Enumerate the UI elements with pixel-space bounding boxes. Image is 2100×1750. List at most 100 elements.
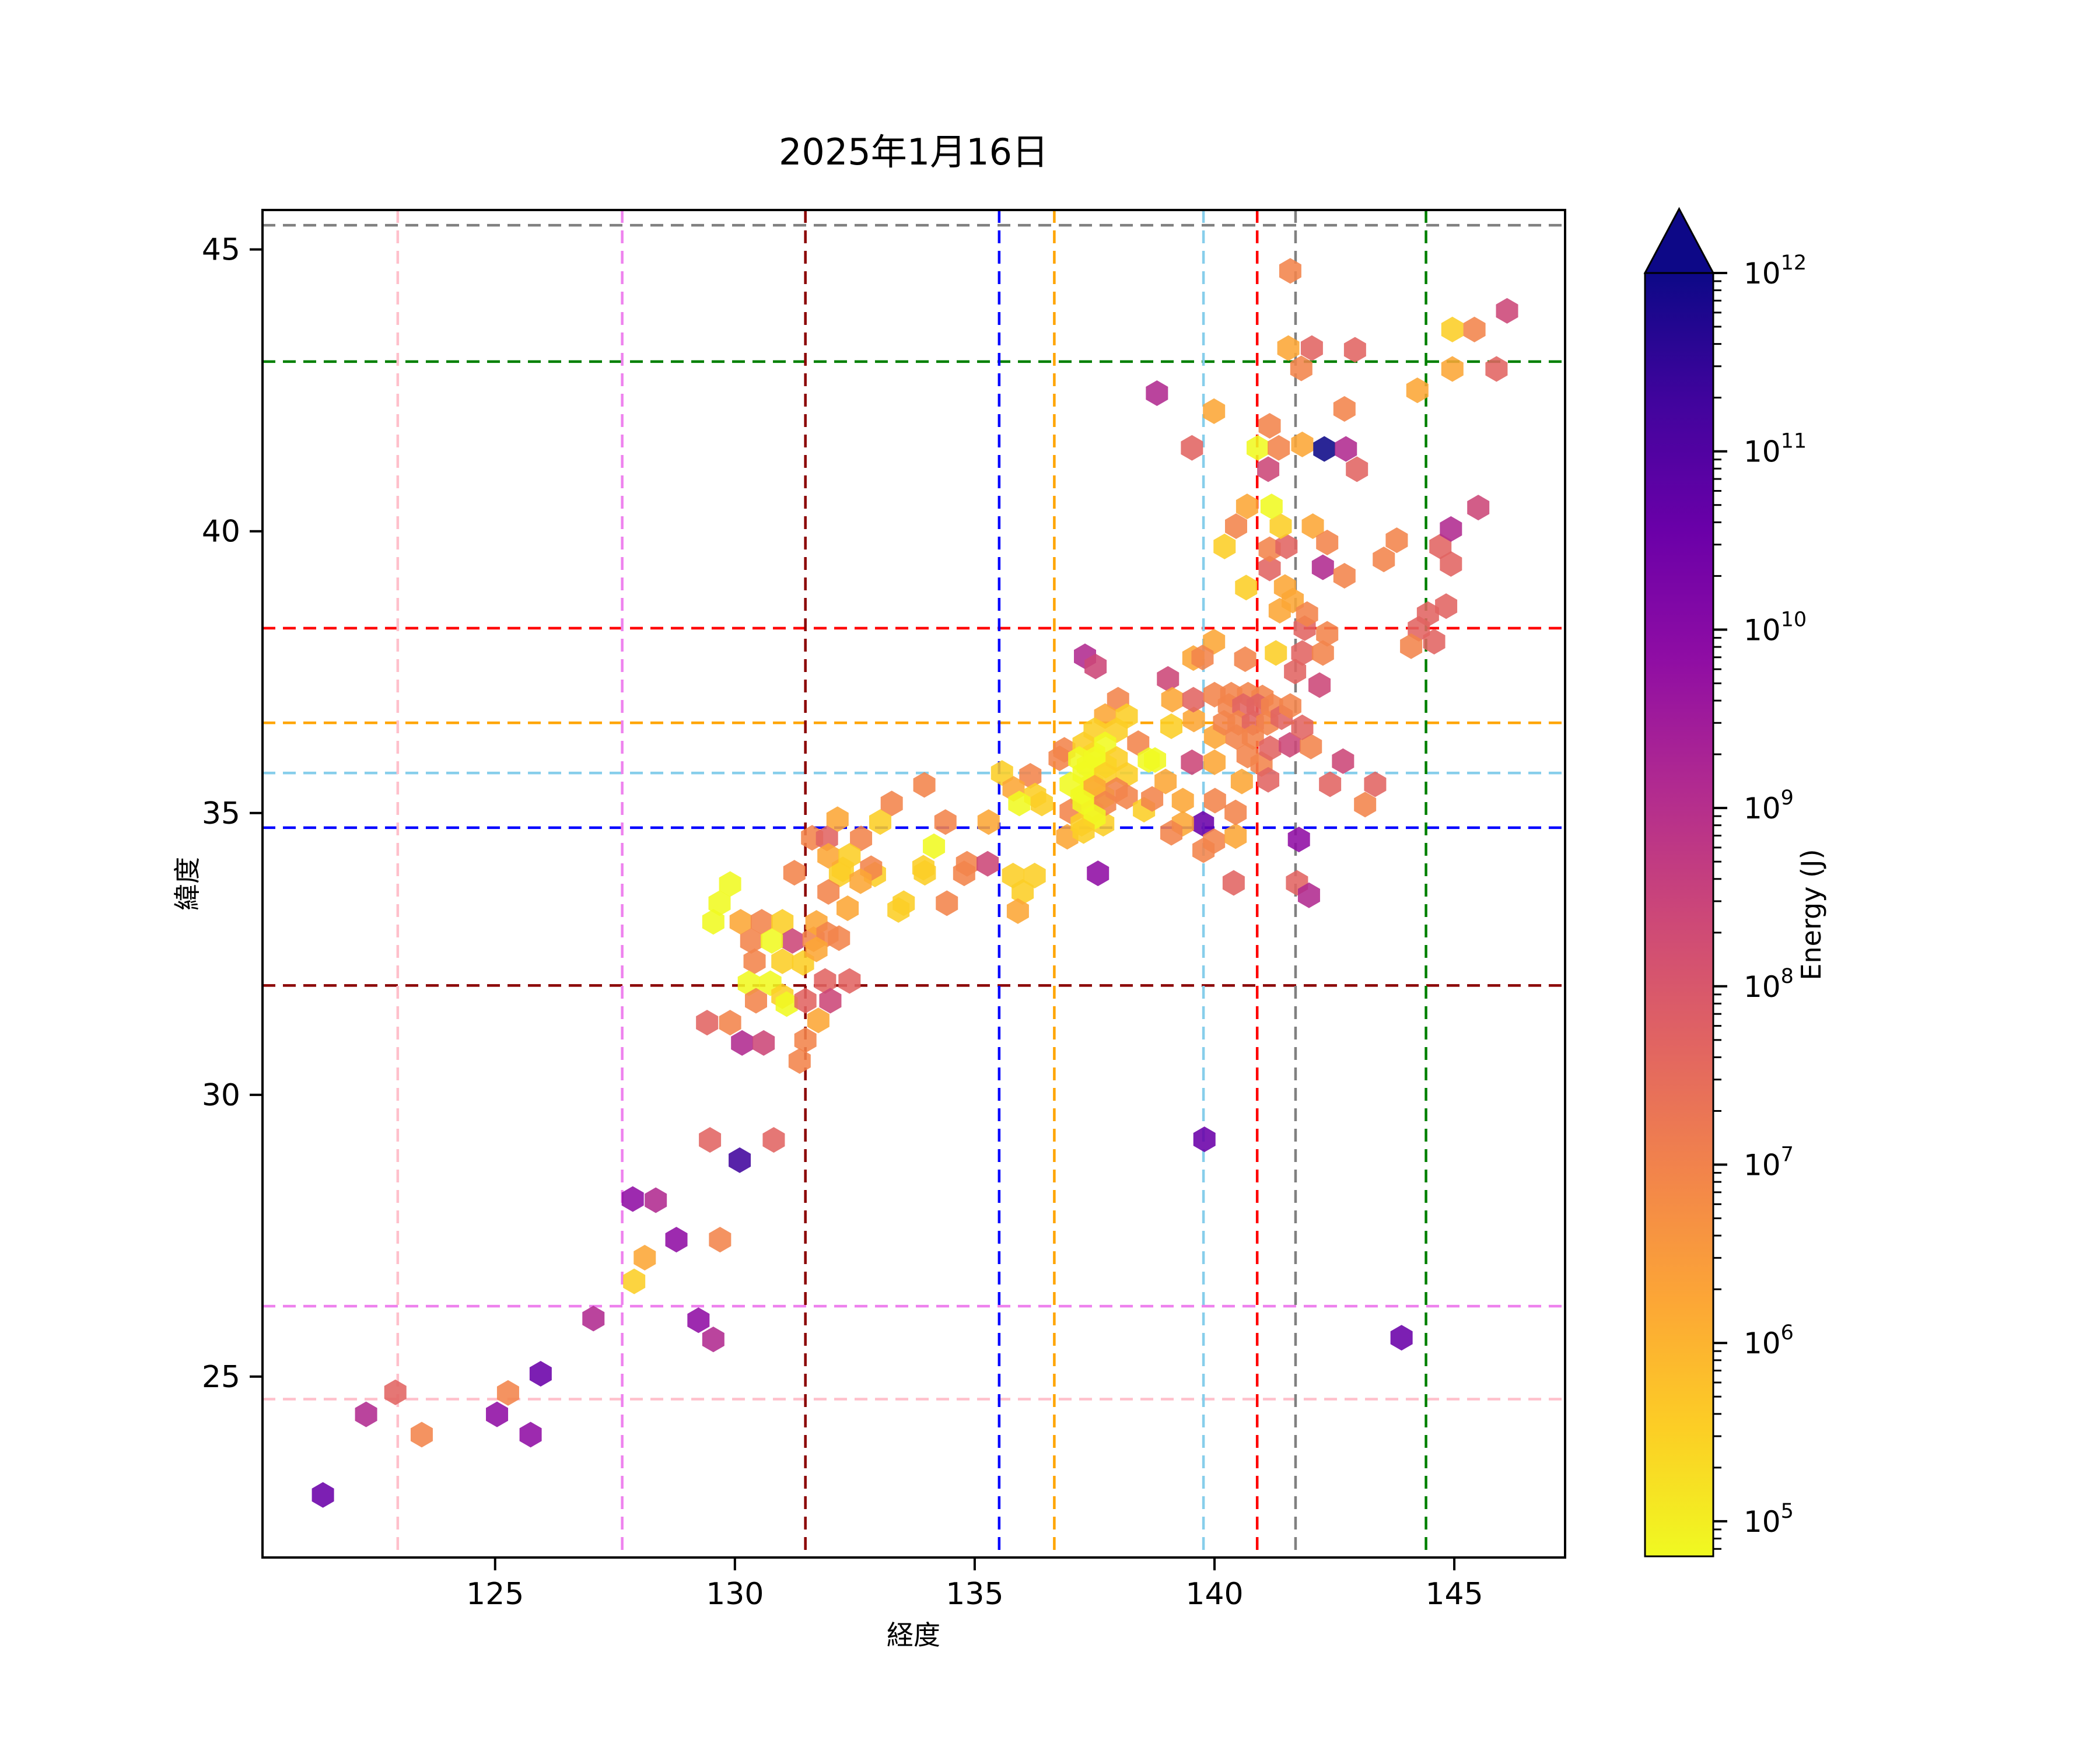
hexbin-cell — [709, 1227, 732, 1253]
hexbin-cell — [1279, 732, 1301, 758]
hexbin-cell — [1333, 396, 1356, 422]
hexbin-cell — [702, 909, 724, 935]
hexbin-cell — [1224, 513, 1247, 539]
hexbin-cell — [1008, 790, 1031, 817]
hexbin-cell — [1141, 786, 1164, 812]
hexbin-cell — [731, 1030, 754, 1056]
hexbin-cell — [645, 1187, 667, 1213]
hexbin-cell — [977, 850, 999, 877]
hexbin-cell — [1319, 771, 1342, 797]
hexbin-cell — [1284, 659, 1307, 685]
hexbin-cell — [1181, 435, 1203, 461]
hexbin-cell — [762, 1127, 785, 1153]
hexbin-cell — [1203, 398, 1226, 424]
hexbin-cell — [1400, 633, 1423, 659]
hexbin-cell — [817, 879, 840, 905]
hexbin-cell — [634, 1245, 656, 1271]
hexbin-cell — [1006, 898, 1029, 924]
hexbin-cell — [1072, 818, 1095, 844]
colorbar-extend-arrow — [1643, 206, 1715, 274]
hexbin-cell — [1191, 645, 1214, 671]
hexbin-cell — [1127, 730, 1150, 756]
colorbar-tick-label: 1012 — [1744, 251, 1807, 290]
hexbin-cell — [729, 909, 752, 935]
hexbin-cell — [1291, 714, 1314, 740]
colorbar-label: Energy (J) — [1796, 849, 1827, 981]
hexbin-cell — [1435, 593, 1458, 620]
hexbin-cell — [761, 928, 783, 954]
hexbin-cell — [771, 909, 794, 935]
hexbin-cell — [781, 928, 804, 954]
hexbin-cell — [1157, 666, 1180, 692]
hexbin-cell — [745, 988, 768, 1014]
hexbin-cell — [1300, 335, 1323, 361]
hexbin-cell — [1311, 554, 1334, 580]
hexbin-cell — [1275, 533, 1298, 559]
hexbin-cell — [1346, 456, 1368, 482]
hexbin-cell — [934, 809, 957, 835]
hexbin-cell — [838, 843, 861, 869]
hexbin-cell — [1257, 766, 1280, 793]
hexbin-cell — [775, 991, 798, 1017]
hexbin-cell — [1192, 811, 1214, 837]
hexbin-cell — [1160, 820, 1183, 846]
colorbar-tick-label: 106 — [1744, 1321, 1794, 1360]
colorbar-tick-label: 1010 — [1744, 608, 1807, 647]
hexbin-cell — [1144, 747, 1167, 773]
colorbar-tick-label: 1011 — [1744, 430, 1807, 469]
hexbin-cell — [814, 968, 836, 994]
x-tick-label: 125 — [466, 1577, 524, 1612]
hexbin-cell — [887, 897, 910, 923]
hexbin-cell — [1467, 495, 1490, 521]
hexbin-cell — [1316, 621, 1339, 647]
hexbin-cell — [623, 1268, 646, 1294]
hexbin-cell — [1193, 1126, 1216, 1153]
hexbin-cell — [486, 1401, 509, 1427]
x-tick-label: 140 — [1185, 1577, 1243, 1612]
hexbin-cell — [1441, 316, 1464, 342]
hexbin-cell — [1235, 575, 1258, 601]
hexbin-cell — [699, 1127, 722, 1153]
hexbin-cell — [529, 1361, 552, 1387]
hexbin-cell — [783, 860, 806, 886]
hexbin-cell — [1429, 533, 1452, 559]
hexbin-cell — [1335, 436, 1357, 462]
hexbin-cell — [1234, 646, 1256, 672]
hexbin-cell — [1333, 563, 1356, 589]
hexbin-cell — [1301, 513, 1324, 539]
hexbin-cell — [1406, 377, 1429, 404]
hexbin-cell — [312, 1482, 334, 1508]
hexbin-cell — [1087, 860, 1110, 887]
hexbin-cell — [1290, 355, 1312, 382]
hexbin-cell — [1316, 530, 1339, 556]
hexbin-cell — [1268, 435, 1290, 461]
colorbar-tick-label: 105 — [1744, 1500, 1794, 1539]
y-tick-label: 35 — [202, 796, 240, 831]
hexbin-cell — [1258, 413, 1281, 439]
hexbin-cell — [1273, 574, 1296, 600]
hexbin-cell — [850, 825, 873, 852]
hexbin-cell — [1182, 687, 1205, 713]
hexbin-cell — [956, 850, 978, 877]
hexbin-cell — [1230, 768, 1253, 794]
hexbin-cell — [1259, 735, 1282, 761]
hexbin-cell — [838, 968, 861, 994]
x-tick-label: 135 — [946, 1577, 1003, 1612]
hexbin-cell — [849, 868, 872, 894]
hexbin-cell — [1265, 640, 1287, 666]
hexbin-cell — [1287, 827, 1310, 853]
y-tick-label: 25 — [202, 1360, 240, 1395]
hexbin-cell — [1019, 762, 1042, 789]
hexbin-cell — [1297, 882, 1320, 908]
y-tick-label: 45 — [202, 233, 240, 268]
hexbin-cell — [1161, 687, 1184, 713]
hexbin-cell — [1364, 771, 1387, 797]
hexbin-cell — [1440, 551, 1462, 577]
hexbin-cell — [384, 1379, 407, 1405]
hexbin-cell — [519, 1422, 542, 1448]
hexbin-cell — [1181, 749, 1203, 775]
hexbin-cell — [828, 862, 851, 888]
hexbin-cell — [1171, 788, 1194, 814]
hexbin-cell — [582, 1306, 605, 1332]
